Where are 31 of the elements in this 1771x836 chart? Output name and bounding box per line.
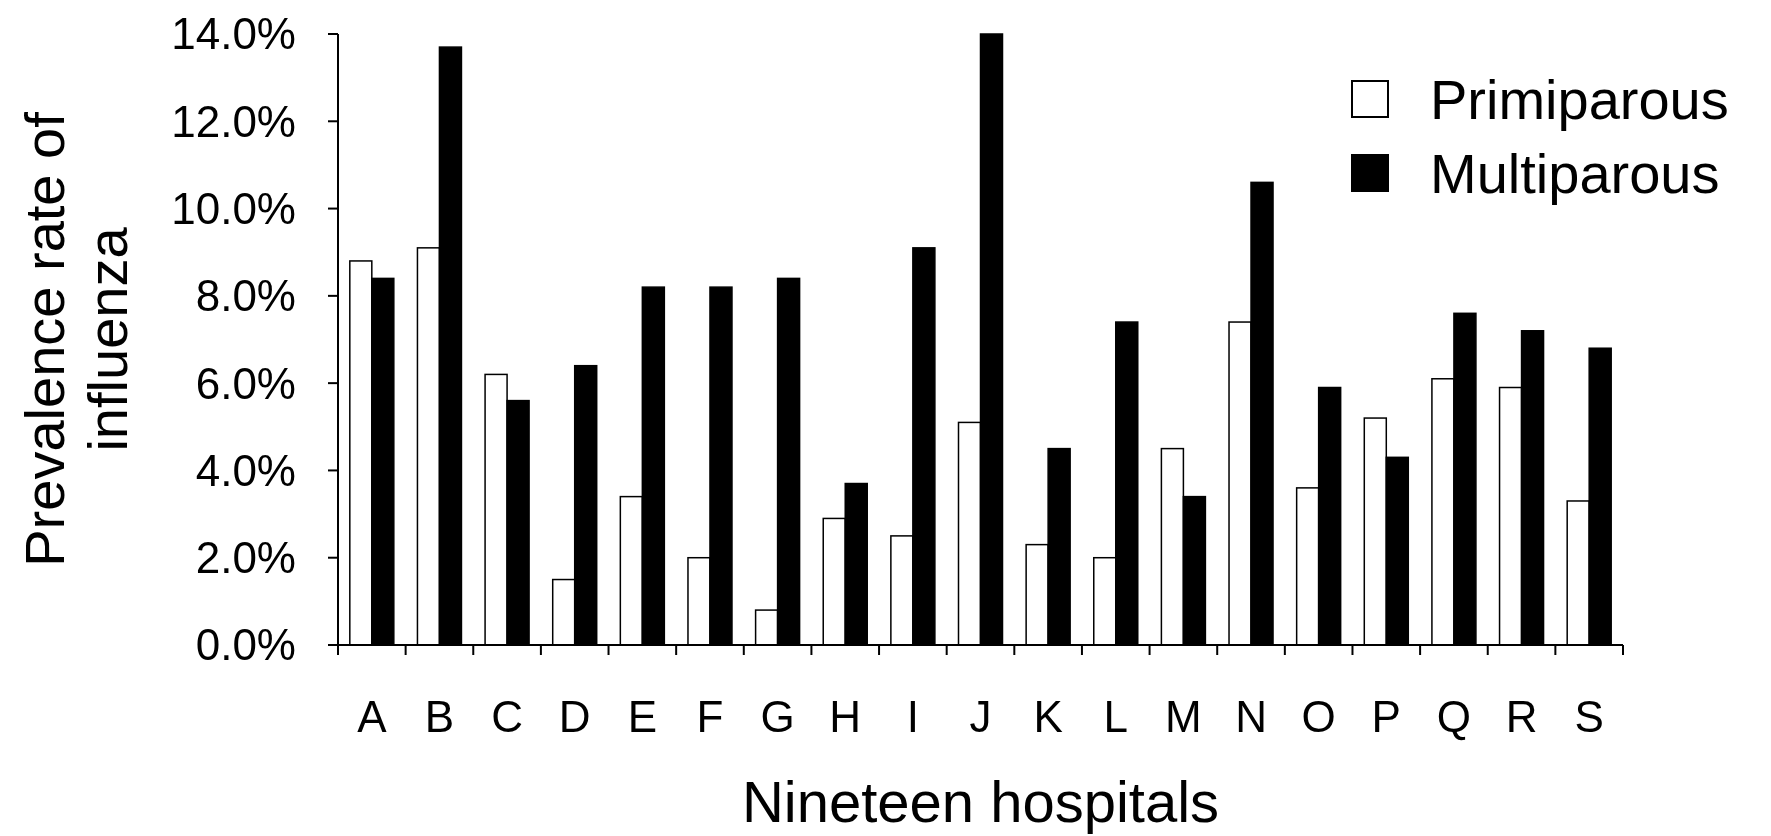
x-tick-label: C (491, 692, 523, 741)
x-tick-label: R (1505, 692, 1538, 741)
y-tick-label: 2.0% (195, 533, 296, 583)
x-tick-label: L (1103, 692, 1129, 741)
x-tick-label: J (969, 692, 992, 741)
y-tick-label: 10.0% (171, 183, 296, 233)
x-tick-label: B (424, 692, 455, 741)
x-tick-label: I (906, 692, 919, 741)
y-tick-label: 12.0% (171, 96, 296, 146)
x-tick-label: A (357, 692, 388, 741)
x-tick-label: G (760, 692, 795, 741)
x-tick-label: D (558, 692, 591, 741)
x-tick-label: H (829, 692, 862, 741)
x-tick-label: F (696, 692, 724, 741)
y-tick-label: 14.0% (171, 9, 296, 59)
y-tick-label: 4.0% (195, 445, 296, 495)
legend-label: Primiparous (1430, 67, 1729, 131)
x-tick-label: E (627, 692, 658, 741)
x-tick-label: P (1371, 692, 1401, 741)
x-tick-label: O (1301, 692, 1336, 741)
x-tick-label: N (1235, 692, 1267, 741)
y-tick-label: 6.0% (195, 358, 296, 408)
legend-label: Multiparous (1430, 141, 1720, 205)
x-tick-label: S (1574, 692, 1604, 741)
y-axis-title: Prevalence rate of influenza (13, 111, 139, 567)
x-axis-title: Nineteen hospitals (741, 769, 1220, 834)
x-tick-label: M (1165, 692, 1202, 741)
x-tick-label: Q (1436, 692, 1472, 741)
y-tick-label: 0.0% (195, 620, 296, 670)
x-tick-label: K (1033, 692, 1063, 741)
y-tick-label: 8.0% (195, 271, 296, 321)
